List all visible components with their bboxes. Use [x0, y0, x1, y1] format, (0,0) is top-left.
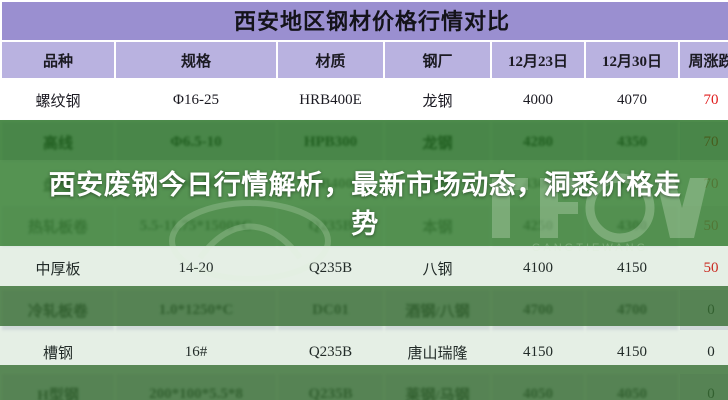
table-row: H型钢 200*100*5.5*8 Q235B 莱钢/马钢 4050 4050 0 [2, 374, 728, 400]
cell-price-dec23: 4700 [492, 290, 584, 330]
cell-material: HRB400E [278, 80, 383, 120]
cell-spec: 14-20 [116, 248, 276, 288]
cell-material: Q235B [278, 332, 383, 372]
cell-spec: Φ16-25 [116, 80, 276, 120]
cell-change: 70 [680, 80, 728, 120]
cell-spec: 200*100*5.5*8 [116, 374, 276, 400]
cell-variety: 螺纹钢 [2, 80, 114, 120]
cell-variety: H型钢 [2, 374, 114, 400]
cell-variety: 高线 [2, 122, 114, 162]
column-header-material: 材质 [278, 42, 383, 78]
cell-material: DC01 [278, 290, 383, 330]
cell-price-dec23: 4250 [492, 206, 584, 246]
table-title-row: 西安地区钢材价格行情对比 [2, 2, 728, 40]
cell-variety: 槽钢 [2, 332, 114, 372]
cell-spec: Φ6.5-10 [116, 122, 276, 162]
cell-price-dec23: 4000 [492, 80, 584, 120]
column-header-date-2: 12月30日 [586, 42, 678, 78]
table-row: 槽钢 16# Q235B 唐山瑞隆 4150 4150 0 [2, 332, 728, 372]
cell-change: 0 [680, 290, 728, 330]
cell-price-dec23: 4100 [492, 248, 584, 288]
column-header-date-1: 12月23日 [492, 42, 584, 78]
cell-mill: 龙钢 [385, 122, 490, 162]
cell-price-dec23: 4300 [492, 164, 584, 204]
cell-price-dec30: 4700 [586, 290, 678, 330]
cell-mill: 八钢 [385, 248, 490, 288]
cell-change: 50 [680, 206, 728, 246]
table-body: 螺纹钢 Φ16-25 HRB400E 龙钢 4000 4070 70 高线 Φ6.5-10 HPB… [2, 80, 728, 400]
cell-material: Q235B [278, 206, 383, 246]
cell-spec: Φ8-10 [116, 164, 276, 204]
cell-mill: 酒钢/八钢 [385, 290, 490, 330]
cell-variety: 盘螺 [2, 164, 114, 204]
cell-price-dec30: 4300 [586, 206, 678, 246]
cell-material: Q235B [278, 248, 383, 288]
cell-price-dec23: 4150 [492, 332, 584, 372]
cell-change: 70 [680, 122, 728, 162]
cell-price-dec30: 4370 [586, 164, 678, 204]
cell-change: 0 [680, 332, 728, 372]
column-header-spec: 规格 [116, 42, 276, 78]
cell-spec: 5.5-11.75*1500*C [116, 206, 276, 246]
cell-change: 50 [680, 248, 728, 288]
cell-price-dec30: 4350 [586, 122, 678, 162]
cell-spec: 1.0*1250*C [116, 290, 276, 330]
table-row: 热轧板卷 5.5-11.75*1500*C Q235B 本钢 4250 4300 50 [2, 206, 728, 246]
table-row: 盘螺 Φ8-10 HRB400E 龙钢 4300 4370 70 [2, 164, 728, 204]
cell-price-dec30: 4050 [586, 374, 678, 400]
cell-mill: 本钢 [385, 206, 490, 246]
cell-price-dec30: 4070 [586, 80, 678, 120]
cell-price-dec23: 4280 [492, 122, 584, 162]
cell-price-dec30: 4150 [586, 332, 678, 372]
cell-material: HRB400E [278, 164, 383, 204]
cell-variety: 热轧板卷 [2, 206, 114, 246]
cell-price-dec30: 4150 [586, 248, 678, 288]
cell-change: 0 [680, 374, 728, 400]
cell-mill: 唐山瑞隆 [385, 332, 490, 372]
cell-material: Q235B [278, 374, 383, 400]
table-row: 冷轧板卷 1.0*1250*C DC01 酒钢/八钢 4700 4700 0 [2, 290, 728, 330]
table-title: 西安地区钢材价格行情对比 [2, 2, 728, 40]
column-header-mill: 钢厂 [385, 42, 490, 78]
cell-spec: 16# [116, 332, 276, 372]
cell-material: HPB300 [278, 122, 383, 162]
column-header-variety: 品种 [2, 42, 114, 78]
cell-mill: 龙钢 [385, 80, 490, 120]
table-row: 高线 Φ6.5-10 HPB300 龙钢 4280 4350 70 [2, 122, 728, 162]
cell-mill: 莱钢/马钢 [385, 374, 490, 400]
table-header-row: 品种 规格 材质 钢厂 12月23日 12月30日 周涨跌 [2, 42, 728, 78]
cell-price-dec23: 4050 [492, 374, 584, 400]
cell-variety: 中厚板 [2, 248, 114, 288]
table-row: 螺纹钢 Φ16-25 HRB400E 龙钢 4000 4070 70 [2, 80, 728, 120]
table-row: 中厚板 14-20 Q235B 八钢 4100 4150 50 [2, 248, 728, 288]
column-header-change: 周涨跌 [680, 42, 728, 78]
cell-variety: 冷轧板卷 [2, 290, 114, 330]
cell-mill: 龙钢 [385, 164, 490, 204]
cell-change: 70 [680, 164, 728, 204]
